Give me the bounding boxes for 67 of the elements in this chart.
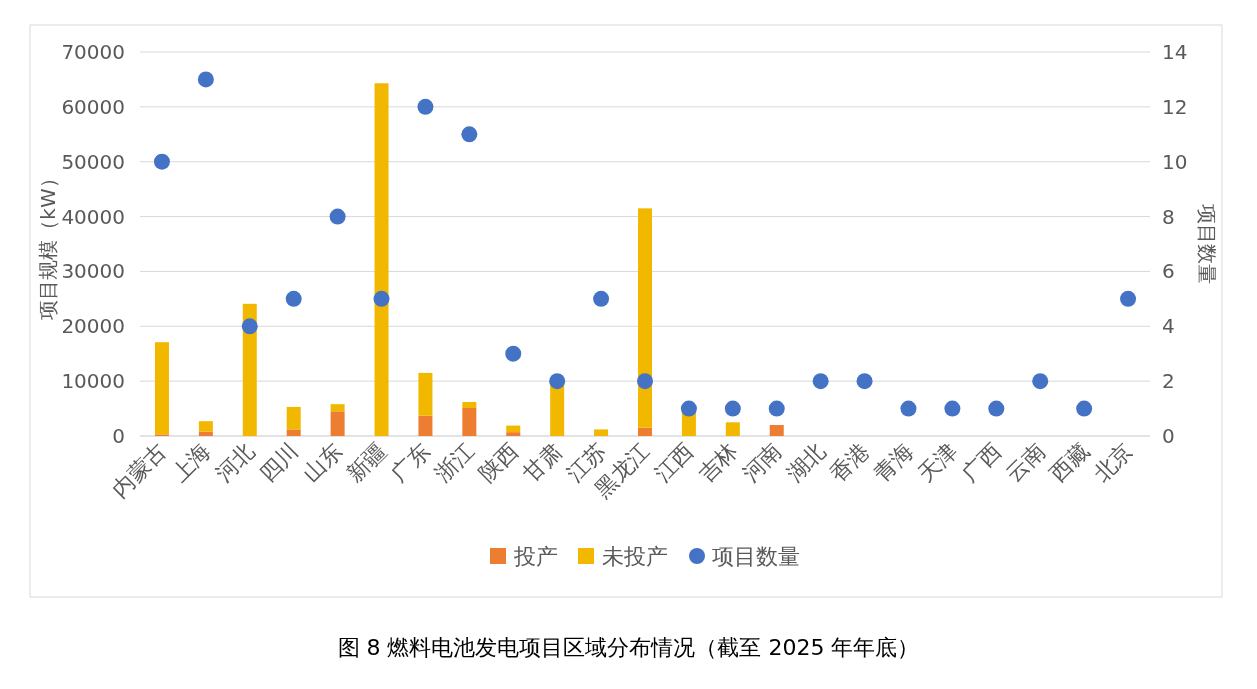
bar (154, 342, 169, 435)
y-tick-label: 60000 (61, 94, 125, 119)
bar (418, 415, 433, 436)
point (944, 400, 961, 417)
bar (506, 432, 521, 436)
bar (374, 83, 389, 436)
point (856, 373, 873, 390)
bar (594, 429, 609, 436)
bar (769, 425, 784, 436)
y-axis-title: 项目规模（kW） (36, 168, 60, 320)
legend-label: 投产 (513, 544, 558, 569)
y-tick-label: 30000 (61, 259, 125, 284)
legend-label: 未投产 (602, 544, 668, 569)
point (373, 290, 390, 307)
point (768, 400, 785, 417)
legend-label: 项目数量 (712, 544, 800, 569)
bar (198, 431, 213, 436)
point (680, 400, 697, 417)
y2-tick-label: 6 (1162, 259, 1175, 284)
bar (286, 429, 301, 436)
point (241, 318, 258, 335)
point (900, 400, 917, 417)
bar (462, 401, 477, 409)
y-tick-label: 20000 (61, 314, 125, 339)
text: 图 8 燃料电池发电项目区域分布情况（截至 2025 年年底） (337, 635, 920, 660)
bar (330, 411, 345, 436)
y-tick-label: 50000 (61, 149, 125, 174)
bar (198, 421, 213, 432)
bar (286, 406, 301, 430)
y-tick-label: 70000 (61, 40, 125, 64)
y-tick-label: 40000 (61, 204, 125, 229)
point (593, 290, 610, 307)
x-tick-label: 陕西 (474, 437, 523, 487)
bar (638, 427, 652, 436)
bar (506, 425, 521, 433)
x-tick-label: 新疆 (342, 437, 392, 487)
y2-axis-title: 项目数量 (1195, 204, 1219, 284)
point (549, 373, 566, 390)
y2-tick-label: 10 (1162, 149, 1188, 174)
point (724, 400, 741, 417)
point (812, 373, 829, 390)
y-tick-label: 0 (112, 424, 125, 448)
y-tick-label: 10000 (61, 369, 125, 394)
y2-tick-label: 0 (1162, 424, 1175, 448)
bar (638, 208, 652, 428)
bar (462, 408, 477, 436)
point (153, 153, 170, 170)
y2-tick-label: 14 (1162, 40, 1188, 64)
point (417, 98, 434, 115)
bar (725, 422, 740, 436)
point (285, 290, 302, 307)
point (1032, 373, 1049, 390)
y2-tick-label: 12 (1162, 94, 1188, 119)
y2-tick-label: 2 (1162, 369, 1175, 394)
bar (242, 303, 257, 436)
bar (330, 404, 345, 412)
y2-tick-label: 8 (1162, 204, 1175, 229)
point (505, 345, 522, 362)
point (988, 400, 1005, 417)
point (1120, 290, 1137, 307)
point (197, 71, 214, 88)
bar (418, 372, 433, 416)
point (329, 208, 346, 225)
point (461, 126, 478, 143)
point (637, 373, 653, 390)
point (1076, 400, 1093, 417)
y2-tick-label: 4 (1162, 314, 1175, 339)
